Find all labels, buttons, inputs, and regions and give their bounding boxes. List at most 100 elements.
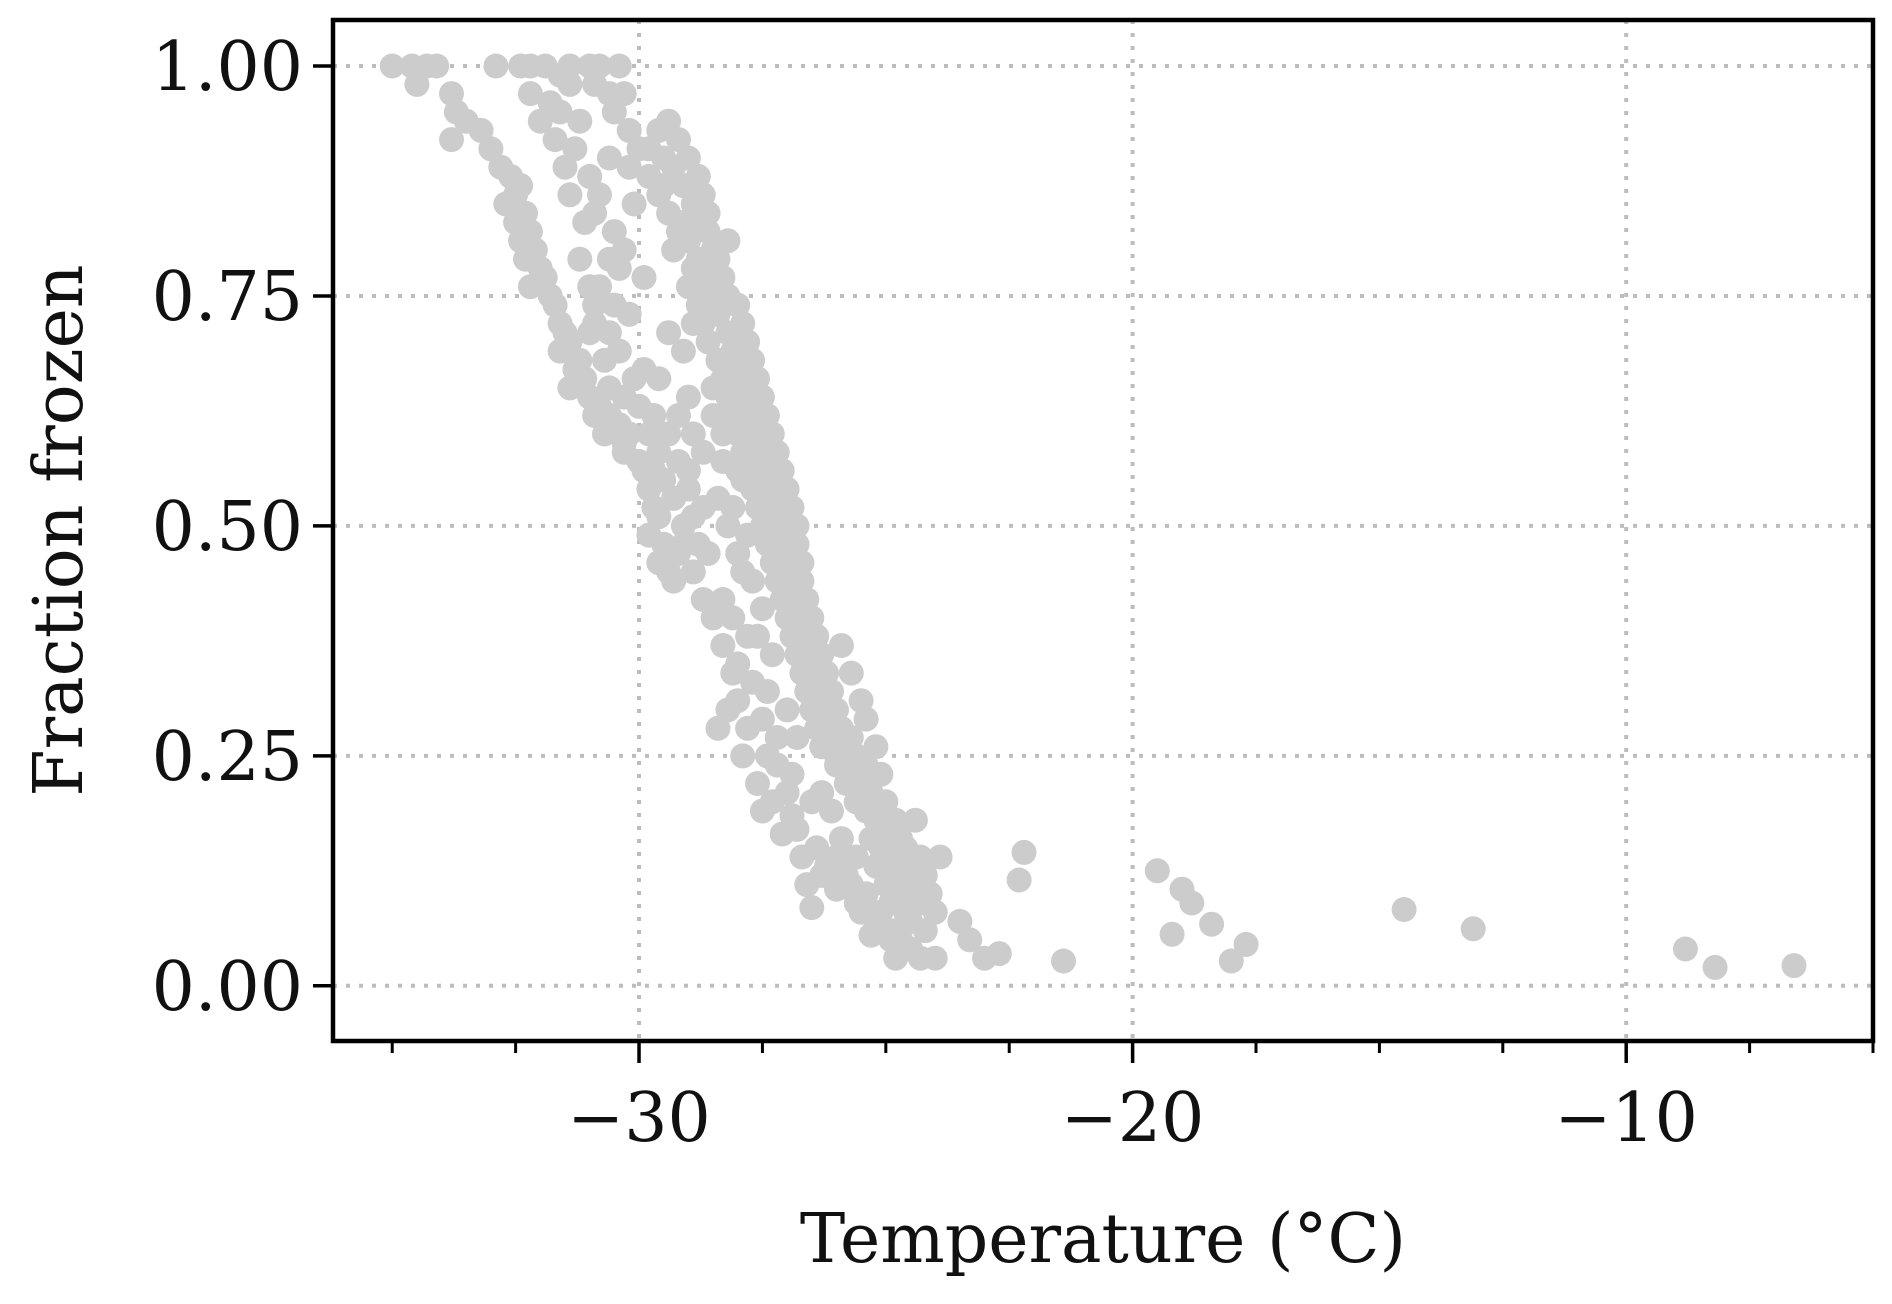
data-point bbox=[670, 513, 696, 539]
data-point bbox=[759, 789, 785, 815]
data-point bbox=[853, 881, 879, 907]
data-point bbox=[863, 908, 889, 934]
data-point bbox=[986, 941, 1012, 967]
data-point bbox=[439, 127, 464, 153]
data-point bbox=[557, 375, 583, 401]
data-point bbox=[735, 715, 761, 741]
data-point bbox=[666, 127, 691, 153]
data-point bbox=[922, 899, 948, 925]
data-point bbox=[621, 191, 647, 217]
data-point bbox=[661, 568, 687, 594]
data-point bbox=[606, 255, 632, 281]
data-point bbox=[552, 154, 578, 180]
data-point bbox=[656, 421, 682, 447]
data-point bbox=[833, 862, 859, 888]
data-point bbox=[784, 725, 810, 750]
data-point bbox=[596, 320, 622, 346]
data-point bbox=[843, 844, 869, 870]
data-point bbox=[725, 688, 751, 714]
data-point bbox=[557, 71, 583, 97]
data-point bbox=[646, 366, 672, 392]
plot-frame bbox=[330, 17, 1876, 1044]
data-point bbox=[720, 347, 746, 373]
data-point bbox=[493, 191, 519, 217]
data-point bbox=[705, 715, 731, 741]
data-point bbox=[562, 136, 588, 162]
data-point bbox=[404, 71, 430, 97]
y-tick-label: 0.25 bbox=[152, 718, 303, 797]
data-point bbox=[616, 117, 642, 143]
data-point bbox=[853, 706, 879, 732]
data-point bbox=[601, 219, 627, 245]
data-point bbox=[424, 53, 450, 79]
data-point bbox=[863, 734, 889, 760]
data-point bbox=[779, 761, 805, 787]
data-point bbox=[922, 945, 948, 971]
data-point bbox=[784, 816, 810, 842]
data-point bbox=[1159, 921, 1185, 947]
data-point bbox=[468, 117, 494, 143]
y-tick-label: 0.00 bbox=[152, 948, 303, 1027]
data-point bbox=[710, 587, 736, 612]
data-point bbox=[868, 761, 894, 787]
data-point bbox=[596, 145, 622, 171]
data-point bbox=[596, 375, 622, 401]
data-point bbox=[641, 458, 667, 484]
data-point bbox=[577, 163, 603, 189]
data-point bbox=[517, 81, 543, 107]
data-point bbox=[611, 430, 637, 456]
data-point bbox=[542, 127, 568, 153]
data-point bbox=[695, 200, 721, 226]
data-point bbox=[567, 246, 593, 272]
data-point bbox=[527, 108, 553, 134]
data-point bbox=[631, 265, 657, 290]
data-point bbox=[1672, 936, 1698, 962]
data-point bbox=[621, 366, 647, 392]
data-point bbox=[902, 807, 928, 833]
data-point bbox=[577, 320, 603, 346]
data-point bbox=[710, 633, 736, 658]
tick-labels: −30 −20 −10 0.00 0.25 0.50 0.75 1.00 bbox=[152, 28, 1698, 1158]
data-point bbox=[636, 421, 662, 447]
data-point bbox=[1391, 897, 1417, 922]
data-point bbox=[616, 154, 642, 180]
data-point bbox=[661, 154, 687, 180]
data-point bbox=[675, 274, 701, 300]
data-point bbox=[675, 384, 701, 410]
y-tick-label: 0.75 bbox=[152, 258, 303, 337]
data-point bbox=[547, 99, 573, 125]
y-tick-label: 0.50 bbox=[152, 488, 303, 567]
y-axis-label: Fraction frozen bbox=[20, 264, 99, 796]
data-point bbox=[675, 458, 701, 484]
data-point bbox=[1218, 948, 1244, 974]
data-point bbox=[735, 522, 761, 548]
data-point bbox=[379, 53, 405, 79]
data-point bbox=[646, 117, 672, 143]
data-points bbox=[379, 53, 1807, 980]
data-point bbox=[912, 918, 938, 944]
data-point bbox=[710, 449, 736, 474]
data-point bbox=[680, 421, 706, 447]
data-point bbox=[670, 173, 696, 199]
data-point bbox=[670, 531, 696, 557]
data-point bbox=[720, 605, 746, 631]
data-point bbox=[828, 633, 854, 658]
x-tick-label: −20 bbox=[1061, 1079, 1205, 1158]
data-point bbox=[1233, 931, 1259, 957]
data-point bbox=[799, 789, 825, 815]
data-point bbox=[720, 660, 746, 686]
data-point bbox=[878, 927, 904, 953]
data-point bbox=[592, 347, 617, 373]
data-point bbox=[616, 301, 642, 327]
data-point bbox=[680, 559, 706, 585]
data-point bbox=[947, 908, 973, 934]
data-point bbox=[819, 798, 844, 824]
x-tick-label: −30 bbox=[567, 1079, 711, 1158]
data-point bbox=[646, 504, 672, 530]
data-point bbox=[666, 403, 691, 428]
x-tick-label: −10 bbox=[1554, 1079, 1698, 1158]
data-point bbox=[1199, 911, 1225, 937]
data-point bbox=[764, 725, 790, 750]
data-point bbox=[690, 587, 716, 612]
